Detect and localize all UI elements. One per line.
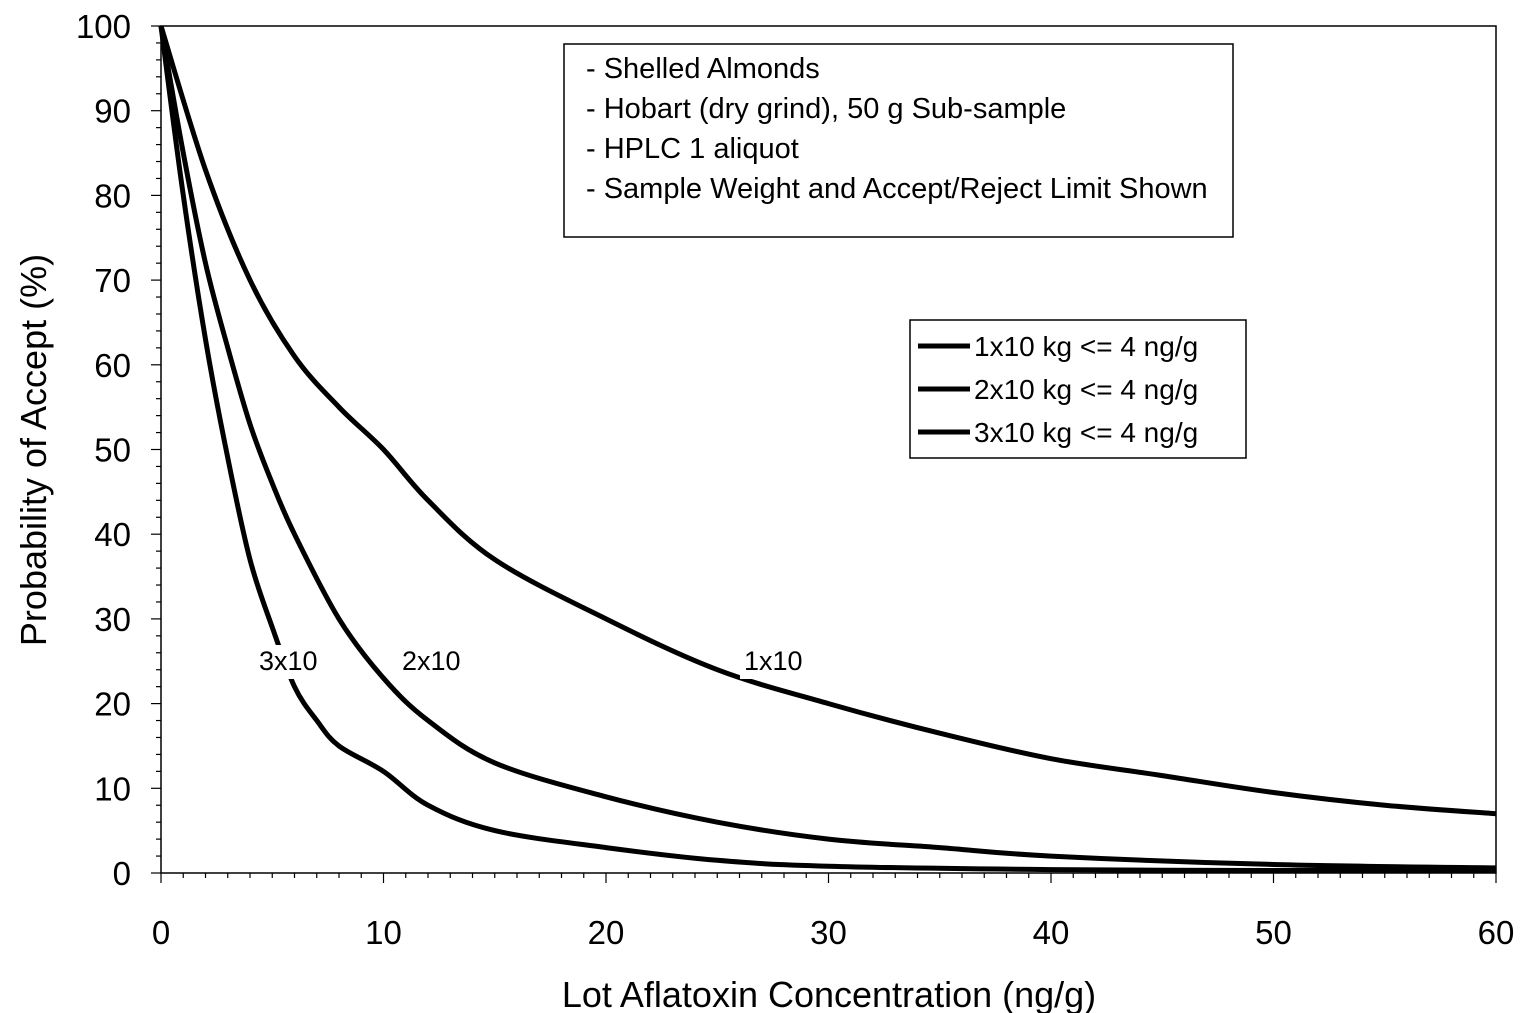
x-tick-label: 60 bbox=[1478, 914, 1515, 951]
legend: 1x10 kg <= 4 ng/g 2x10 kg <= 4 ng/g 3x10… bbox=[909, 319, 1247, 459]
x-tick-label: 20 bbox=[588, 914, 625, 951]
curve-label-bg-3 bbox=[255, 645, 331, 679]
series-line-1 bbox=[158, 25, 1497, 817]
note-1: - Shelled Almonds bbox=[586, 53, 820, 85]
y-tick-label: 100 bbox=[76, 8, 131, 45]
curve-label-2x10: 2x10 bbox=[402, 646, 461, 676]
notes-box bbox=[563, 43, 1234, 238]
x-axis-title: Lot Aflatoxin Concentration (ng/g) bbox=[562, 974, 1096, 1013]
x-tick-label: 40 bbox=[1033, 914, 1070, 951]
legend-label-2: 2x10 kg <= 4 ng/g bbox=[974, 374, 1198, 405]
y-tick-label: 60 bbox=[94, 347, 131, 384]
note-2: - Hobart (dry grind), 50 g Sub-sample bbox=[586, 93, 1066, 125]
legend-label-1: 1x10 kg <= 4 ng/g bbox=[974, 331, 1198, 362]
x-tick-label: 30 bbox=[810, 914, 847, 951]
y-axis-title: Probability of Accept (%) bbox=[13, 254, 54, 646]
x-tick-label: 50 bbox=[1255, 914, 1292, 951]
curve-labels: 1x10 2x10 3x10 bbox=[255, 645, 816, 679]
curve-label-1x10: 1x10 bbox=[744, 646, 803, 676]
legend-label-3: 3x10 kg <= 4 ng/g bbox=[974, 417, 1198, 448]
curve-label-3x10: 3x10 bbox=[259, 646, 318, 676]
series-line-2 bbox=[158, 25, 1497, 871]
note-4: - Sample Weight and Accept/Reject Limit … bbox=[586, 173, 1208, 205]
x-tick-label: 10 bbox=[365, 914, 402, 951]
y-tick-label: 50 bbox=[94, 432, 131, 469]
y-tick-label: 10 bbox=[94, 770, 131, 807]
x-tick-label: 0 bbox=[152, 914, 170, 951]
y-tick-label: 0 bbox=[113, 855, 131, 892]
curve-label-bg-2 bbox=[398, 645, 474, 679]
y-tick-label: 70 bbox=[94, 262, 131, 299]
y-tick-label: 90 bbox=[94, 93, 131, 130]
y-tick-label: 30 bbox=[94, 601, 131, 638]
series-line-3 bbox=[158, 25, 1497, 874]
y-tick-label: 40 bbox=[94, 516, 131, 553]
y-tick-label: 20 bbox=[94, 686, 131, 723]
note-3: - HPLC 1 aliquot bbox=[586, 133, 799, 165]
curve-label-bg-1 bbox=[740, 645, 816, 679]
y-tick-label: 80 bbox=[94, 177, 131, 214]
